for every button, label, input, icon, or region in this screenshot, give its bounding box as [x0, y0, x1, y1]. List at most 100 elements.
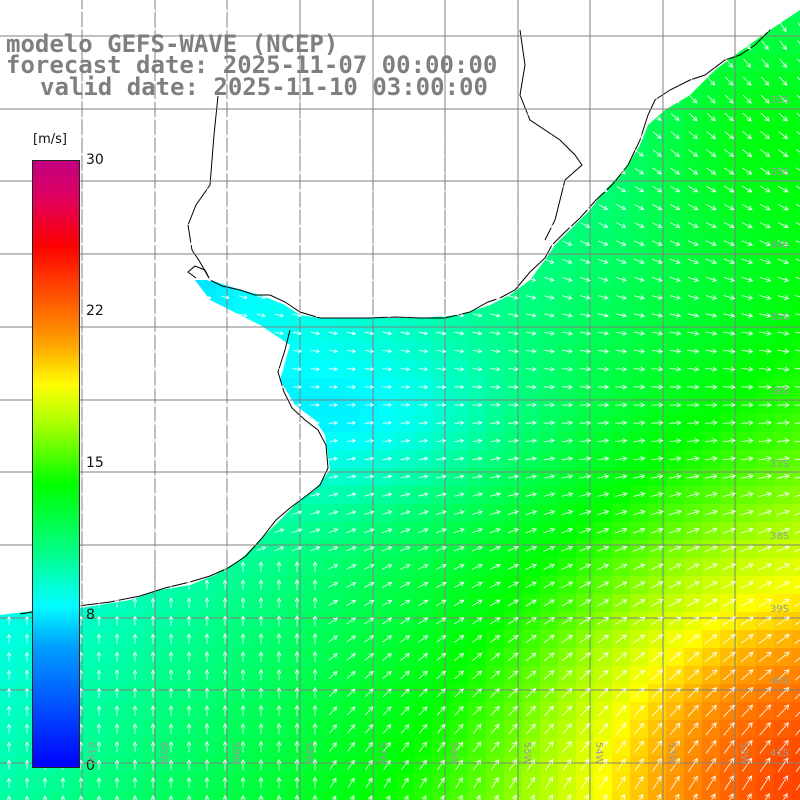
wind-arrow	[95, 277, 104, 282]
wind-arrow	[439, 794, 445, 800]
wind-arrow	[490, 384, 501, 390]
wind-arrow	[347, 204, 356, 210]
wind-arrow	[42, 24, 48, 31]
wind-arrow	[131, 150, 139, 156]
wind-arrow	[150, 579, 156, 590]
wind-arrow	[132, 633, 138, 644]
wind-arrow	[60, 114, 66, 120]
wind-arrow	[688, 757, 699, 772]
wind-arrow	[746, 793, 752, 800]
wind-arrow	[636, 4, 642, 14]
wind-arrow	[507, 617, 519, 625]
wind-arrow	[777, 722, 789, 736]
wind-arrow	[564, 23, 570, 32]
wind-arrow	[166, 438, 177, 443]
wind-arrow	[527, 59, 535, 68]
wind-arrow	[794, 530, 800, 534]
wind-arrow	[132, 96, 138, 102]
wind-arrow	[274, 403, 284, 407]
wind-arrow	[24, 759, 30, 770]
wind-cell	[576, 792, 594, 800]
wind-arrow	[383, 150, 392, 157]
wind-arrow	[401, 777, 409, 789]
wind-arrow	[507, 510, 519, 515]
wind-arrow	[634, 222, 645, 228]
wind-arrow	[239, 186, 248, 192]
wind-arrow	[364, 474, 375, 479]
wind-arrow	[742, 167, 753, 175]
wind-cell	[450, 792, 468, 800]
wind-arrow	[114, 132, 121, 138]
wind-arrow	[275, 168, 283, 174]
wind-arrow	[472, 168, 482, 175]
wind-arrow	[239, 259, 248, 264]
wind-arrow	[633, 295, 645, 300]
wind-arrow	[615, 527, 628, 534]
wind-arrow	[131, 186, 139, 192]
wind-arrow	[166, 295, 176, 300]
wind-arrow	[364, 528, 375, 534]
wind-arrow	[97, 6, 102, 13]
wind-arrow	[402, 59, 409, 67]
wind-arrow	[346, 240, 356, 246]
wind-arrow	[96, 651, 102, 662]
wind-arrow	[579, 617, 592, 625]
wind-arrow	[507, 563, 519, 570]
wind-arrow	[615, 384, 628, 390]
wind-arrow	[222, 794, 228, 800]
wind-arrow	[418, 204, 428, 210]
wind-arrow	[346, 456, 357, 461]
wind-arrow	[384, 77, 391, 85]
wind-arrow	[669, 276, 681, 282]
wind-arrow	[723, 739, 735, 754]
wind-arrow	[364, 403, 375, 407]
wind-arrow	[633, 669, 646, 681]
wind-arrow	[382, 456, 393, 461]
wind-arrow	[436, 420, 447, 425]
wind-arrow	[437, 149, 446, 157]
wind-arrow	[651, 384, 664, 390]
wind-arrow	[42, 114, 49, 120]
wind-arrow	[186, 23, 192, 31]
wind-arrow	[202, 492, 213, 497]
wind-arrow	[328, 474, 339, 479]
wind-cell	[792, 684, 800, 702]
wind-arrow	[669, 330, 682, 336]
wind-arrow	[256, 385, 267, 389]
wind-arrow	[240, 78, 247, 85]
wind-arrow	[5, 403, 14, 407]
wind-arrow	[651, 705, 663, 717]
wind-arrow	[525, 402, 537, 408]
wind-arrow	[525, 348, 537, 354]
wind-arrow	[330, 23, 336, 31]
wind-arrow	[633, 313, 645, 318]
wind-arrow	[561, 563, 574, 570]
wind-arrow	[7, 24, 12, 31]
wind-arrow	[418, 617, 429, 625]
wind-arrow	[382, 492, 393, 497]
wind-arrow	[42, 42, 48, 49]
wind-arrow	[492, 5, 498, 14]
wind-arrow	[382, 510, 393, 515]
wind-arrow	[795, 276, 800, 280]
wind-arrow	[598, 740, 608, 753]
wind-arrow	[776, 491, 791, 498]
wind-arrow	[778, 130, 789, 140]
wind-arrow	[346, 582, 357, 588]
wind-arrow	[490, 723, 500, 734]
wind-arrow	[511, 794, 517, 800]
wind-arrow	[653, 95, 662, 104]
wind-arrow	[580, 258, 591, 264]
wind-arrow	[131, 331, 140, 336]
wind-arrow	[638, 793, 644, 800]
wind-arrow	[579, 295, 591, 300]
wind-arrow	[23, 421, 32, 425]
wind-arrow	[256, 510, 267, 515]
wind-arrow	[275, 150, 283, 156]
wind-arrow	[94, 474, 104, 479]
wind-arrow	[364, 617, 375, 625]
wind-arrow	[471, 599, 483, 607]
wind-arrow	[543, 581, 556, 589]
wind-arrow	[561, 402, 574, 408]
wind-arrow	[402, 5, 408, 14]
